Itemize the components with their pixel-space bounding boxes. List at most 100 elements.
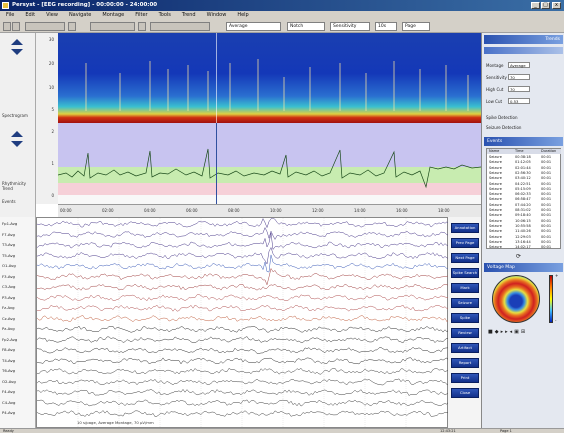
cursor-line[interactable] — [216, 123, 217, 204]
trend-up-icon[interactable] — [11, 131, 23, 137]
trend-down-icon[interactable] — [11, 141, 23, 147]
map-tool-icons[interactable]: ■◆▸▸◂▣⊞ — [488, 329, 528, 335]
page-select[interactable]: Page — [402, 22, 430, 31]
save-icon[interactable] — [3, 22, 11, 31]
table-row[interactable]: Seizure 06:58:47 00:01 — [487, 197, 561, 202]
channel-label[interactable]: Pz-Avg — [2, 326, 15, 332]
channel-label[interactable]: T4-Avg — [2, 357, 16, 363]
montage-field[interactable]: Average — [508, 62, 530, 68]
menu-tools[interactable]: Tools — [158, 12, 171, 18]
channel-label[interactable]: P4-Avg — [2, 410, 16, 416]
channel-label[interactable]: T5-Avg — [2, 252, 16, 258]
menu-window[interactable]: Window — [206, 12, 227, 18]
spectrogram-streaks — [85, 59, 469, 111]
action-button-10[interactable]: Print — [451, 373, 479, 383]
channel-label[interactable]: C3-Avg — [2, 284, 16, 290]
channel-label[interactable]: Fp1-Avg — [2, 221, 18, 226]
channel-label[interactable]: O2-Avg — [2, 378, 16, 384]
table-row[interactable]: Seizure 00:38:18 00:01 — [487, 155, 561, 160]
menu-view[interactable]: View — [46, 12, 58, 18]
arrow-icon[interactable] — [138, 22, 146, 31]
table-row[interactable]: Seizure 13:16:44 00:01 — [487, 240, 561, 245]
settings-subheader[interactable] — [484, 47, 563, 54]
channel-label[interactable]: O1-Avg — [2, 263, 16, 269]
scroll-down-icon[interactable] — [11, 49, 23, 55]
table-row[interactable]: Seizure 02:56:30 00:01 — [487, 171, 561, 176]
action-button-8[interactable]: Artifact — [451, 343, 479, 353]
filter-select[interactable]: Notch — [287, 22, 325, 31]
menu-filter[interactable]: Filter — [135, 12, 148, 18]
action-button-0[interactable]: Annotation — [451, 223, 479, 233]
zoom-icon[interactable] — [68, 22, 76, 31]
events-header[interactable]: Events — [484, 137, 563, 146]
table-row[interactable]: Seizure 08:31:02 00:01 — [487, 208, 561, 213]
table-row[interactable]: Seizure 09:18:40 00:01 — [487, 213, 561, 218]
print-icon[interactable] — [12, 22, 20, 31]
action-button-9[interactable]: Report — [451, 358, 479, 368]
table-row[interactable]: Seizure 10:55:58 00:01 — [487, 224, 561, 229]
channel-label[interactable]: Fz-Avg — [2, 305, 15, 311]
table-header-cell[interactable]: Duration — [541, 149, 557, 153]
trend-pane[interactable] — [58, 123, 481, 204]
table-header-cell[interactable]: Name — [489, 149, 500, 153]
maximize-button[interactable]: □ — [541, 2, 550, 9]
table-row[interactable]: Seizure 05:15:09 00:01 — [487, 187, 561, 192]
refresh-icon[interactable]: ⟳ — [516, 253, 522, 260]
channel-label[interactable]: C4-Avg — [2, 399, 16, 405]
action-button-4[interactable]: Mark — [451, 283, 479, 293]
table-row[interactable]: Seizure 06:02:33 00:01 — [487, 192, 561, 197]
scroll-up-icon[interactable] — [11, 39, 23, 45]
playback-controls[interactable] — [90, 22, 135, 31]
action-button-11[interactable]: Close — [451, 388, 479, 398]
table-row[interactable]: Seizure 10:06:15 00:01 — [487, 219, 561, 224]
action-button-3[interactable]: Spike Search — [451, 268, 479, 278]
table-row[interactable]: Seizure 07:44:20 00:01 — [487, 203, 561, 208]
channel-label[interactable]: Fp2-Avg — [2, 336, 18, 342]
spectrogram-pane[interactable] — [58, 33, 481, 123]
toolbar: Average Notch Sensitivity 10s Page — [0, 20, 564, 33]
tool-buttons[interactable] — [150, 22, 210, 31]
table-row[interactable]: Seizure 01:12:05 00:01 — [487, 160, 561, 165]
spike-detection-checkbox[interactable]: Spike Detection — [486, 115, 518, 120]
panel-header[interactable]: Trends — [484, 35, 563, 44]
action-button-6[interactable]: Spike — [451, 313, 479, 323]
channel-label[interactable]: F3-Avg — [2, 273, 15, 279]
table-row[interactable]: Seizure 12:29:03 00:01 — [487, 235, 561, 240]
table-row[interactable]: Seizure 03:40:12 00:01 — [487, 176, 561, 181]
action-button-7[interactable]: Review — [451, 328, 479, 338]
scroll-slider[interactable] — [25, 22, 65, 31]
sensitivity-field[interactable]: 70 — [508, 74, 530, 80]
channel-label[interactable]: F7-Avg — [2, 231, 15, 237]
channel-label[interactable]: F4-Avg — [2, 389, 15, 395]
montage-select[interactable]: Average — [226, 22, 281, 31]
zoom-select[interactable]: 10s — [375, 22, 397, 31]
table-header-cell[interactable]: Time — [515, 149, 524, 153]
action-button-1[interactable]: Prev Page — [451, 238, 479, 248]
seizure-detection-checkbox[interactable]: Seizure Detection — [486, 125, 522, 130]
action-button-5[interactable]: Seizure — [451, 298, 479, 308]
topo-header[interactable]: Voltage Map — [484, 263, 563, 272]
channel-label[interactable]: T3-Avg — [2, 242, 16, 248]
minimize-button[interactable]: _ — [531, 2, 540, 9]
table-row[interactable]: Seizure 02:01:44 00:01 — [487, 166, 561, 171]
channel-label[interactable]: T6-Avg — [2, 368, 16, 374]
menu-trend[interactable]: Trend — [181, 12, 196, 18]
table-row[interactable]: Seizure 14:02:17 00:01 — [487, 245, 561, 250]
action-button-2[interactable]: Next Page — [451, 253, 479, 263]
close-button[interactable]: x — [552, 2, 561, 9]
menu-navigate[interactable]: Navigate — [68, 12, 92, 18]
table-row[interactable]: Seizure 04:22:51 00:01 — [487, 182, 561, 187]
sensitivity-select[interactable]: Sensitivity — [330, 22, 370, 31]
channel-label[interactable]: F8-Avg — [2, 347, 15, 353]
menu-edit[interactable]: Edit — [25, 12, 36, 18]
lowcut-field[interactable]: 0.53 — [508, 98, 530, 104]
menu-help[interactable]: Help — [237, 12, 249, 18]
menu-file[interactable]: File — [6, 12, 15, 18]
highcut-field[interactable]: 70 — [508, 86, 530, 92]
eeg-trace-pane[interactable]: 10 s/page, Average Montage, 70 µV/mm — [36, 217, 449, 429]
channel-label[interactable]: P3-Avg — [2, 294, 16, 300]
table-row[interactable]: Seizure 11:40:26 00:01 — [487, 229, 561, 234]
events-table[interactable]: Name Time Duration Seizure 00:38:18 00:01 Seiz… — [486, 148, 561, 249]
channel-label[interactable]: Cz-Avg — [2, 315, 15, 321]
menu-montage[interactable]: Montage — [102, 12, 125, 18]
